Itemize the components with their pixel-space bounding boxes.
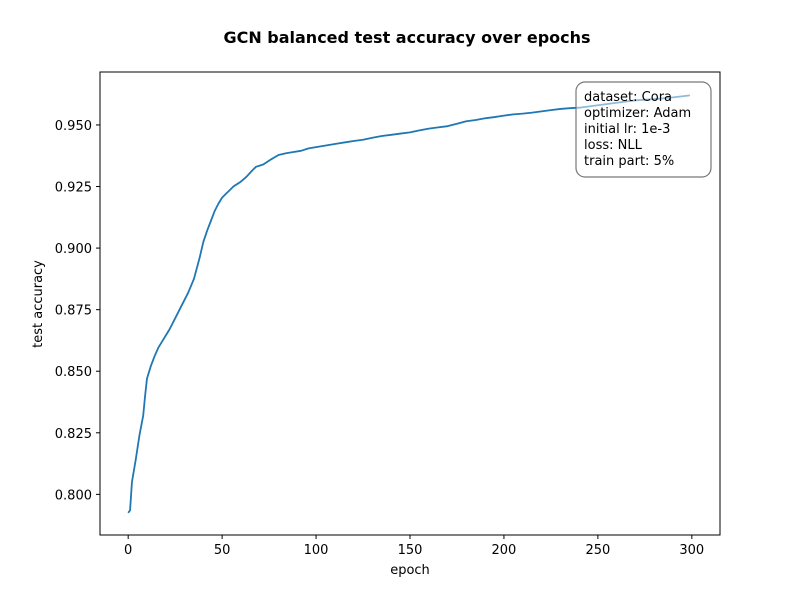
x-tick-label: 250 [585,543,610,558]
y-axis: 0.800 0.825 0.850 0.875 0.900 0.925 0.950 [55,119,100,503]
annotation-line: initial lr: 1e-3 [584,122,670,137]
y-tick-label: 0.950 [55,119,92,134]
x-tick-label: 200 [492,543,517,558]
annotation-line: loss: NLL [584,138,643,153]
annotation-line: dataset: Cora [584,90,672,105]
x-tick-label: 100 [304,543,329,558]
y-tick-label: 0.900 [55,242,92,257]
x-tick-label: 0 [124,543,132,558]
x-axis-label: epoch [390,563,430,578]
x-axis: 0 50 100 150 200 250 300 [124,535,704,558]
x-tick-label: 300 [679,543,704,558]
series-line-0 [127,94,691,514]
y-axis-label: test accuracy [31,260,46,348]
y-tick-label: 0.825 [55,427,92,442]
annotation-line: train part: 5% [584,154,674,169]
x-tick-label: 150 [398,543,423,558]
y-tick-label: 0.875 [55,304,92,319]
chart-title: GCN balanced test accuracy over epochs [223,28,590,47]
x-tick-label: 50 [214,543,231,558]
annotation-line: optimizer: Adam [584,106,691,121]
y-tick-label: 0.850 [55,365,92,380]
y-tick-label: 0.800 [55,488,92,503]
y-tick-label: 0.925 [55,181,92,196]
plot-area [127,94,691,514]
annotation-frame [575,81,712,178]
